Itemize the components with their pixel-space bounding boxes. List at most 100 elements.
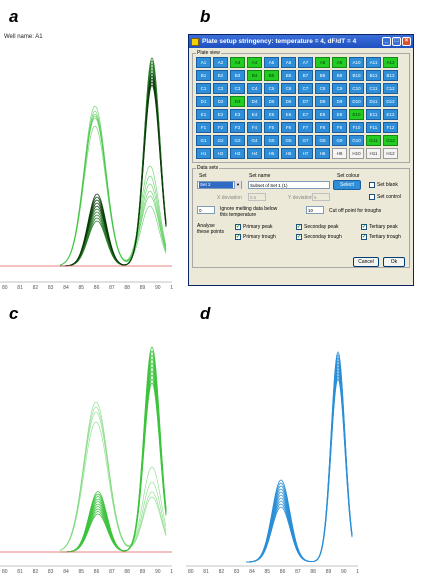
well-A5[interactable]: A5 (264, 57, 279, 68)
well-C7[interactable]: C7 (298, 83, 313, 94)
well-E10[interactable]: E10 (349, 109, 364, 120)
secondary-trough-row[interactable]: ✔ Seconday trough (296, 234, 342, 240)
well-C8[interactable]: C8 (315, 83, 330, 94)
well-F11[interactable]: F11 (366, 122, 381, 133)
well-B5[interactable]: B5 (264, 70, 279, 81)
well-D9[interactable]: D9 (332, 96, 347, 107)
well-E1[interactable]: E1 (196, 109, 211, 120)
well-G3[interactable]: G3 (230, 135, 245, 146)
well-A2[interactable]: A2 (213, 57, 228, 68)
well-C12[interactable]: C12 (383, 83, 398, 94)
well-E6[interactable]: E6 (281, 109, 296, 120)
well-C3[interactable]: C3 (230, 83, 245, 94)
well-C10[interactable]: C10 (349, 83, 364, 94)
well-G11[interactable]: G11 (366, 135, 381, 146)
well-F6[interactable]: F6 (281, 122, 296, 133)
well-D1[interactable]: D1 (196, 96, 211, 107)
chevron-down-icon[interactable]: ▼ (234, 181, 241, 189)
well-E5[interactable]: E5 (264, 109, 279, 120)
primary-trough-row[interactable]: ✔ Primary trough (235, 234, 276, 240)
well-F4[interactable]: F4 (247, 122, 262, 133)
well-D8[interactable]: D8 (315, 96, 330, 107)
well-A11[interactable]: A11 (366, 57, 381, 68)
well-B4[interactable]: B4 (247, 70, 262, 81)
well-B1[interactable]: B1 (196, 70, 211, 81)
maximize-button[interactable]: □ (392, 37, 401, 46)
well-C11[interactable]: C11 (366, 83, 381, 94)
set-blank-row[interactable]: Set blank (369, 182, 398, 188)
well-A4[interactable]: A4 (247, 57, 262, 68)
tertiary-peak-checkbox[interactable]: ✔ (361, 224, 367, 230)
well-C1[interactable]: C1 (196, 83, 211, 94)
well-C5[interactable]: C5 (264, 83, 279, 94)
cutoff-input[interactable]: 10 (306, 206, 324, 214)
well-C2[interactable]: C2 (213, 83, 228, 94)
well-H10[interactable]: H10 (349, 148, 364, 159)
well-E3[interactable]: E3 (230, 109, 245, 120)
well-E12[interactable]: E12 (383, 109, 398, 120)
cancel-button[interactable]: Cancel (353, 257, 379, 267)
primary-trough-checkbox[interactable]: ✔ (235, 234, 241, 240)
set-name-input[interactable]: Subset of Set 1 (1) (248, 181, 330, 189)
well-G4[interactable]: G4 (247, 135, 262, 146)
well-E7[interactable]: E7 (298, 109, 313, 120)
well-D4[interactable]: D4 (247, 96, 262, 107)
well-G10[interactable]: G10 (349, 135, 364, 146)
well-D10[interactable]: D10 (349, 96, 364, 107)
well-D7[interactable]: D7 (298, 96, 313, 107)
well-A6[interactable]: A6 (281, 57, 296, 68)
well-G5[interactable]: G5 (264, 135, 279, 146)
well-F2[interactable]: F2 (213, 122, 228, 133)
well-A10[interactable]: A10 (349, 57, 364, 68)
secondary-peak-row[interactable]: ✔ Seconday peak (296, 224, 338, 230)
well-H11[interactable]: H11 (366, 148, 381, 159)
ignore-temperature-input[interactable]: 0 (197, 206, 215, 214)
well-E8[interactable]: E8 (315, 109, 330, 120)
well-D2[interactable]: D2 (213, 96, 228, 107)
well-D11[interactable]: D11 (366, 96, 381, 107)
well-F8[interactable]: F8 (315, 122, 330, 133)
well-H6[interactable]: H6 (281, 148, 296, 159)
well-D6[interactable]: D6 (281, 96, 296, 107)
well-A3[interactable]: A3 (230, 57, 245, 68)
well-E11[interactable]: E11 (366, 109, 381, 120)
well-C9[interactable]: C9 (332, 83, 347, 94)
primary-peak-checkbox[interactable]: ✔ (235, 224, 241, 230)
well-H3[interactable]: H3 (230, 148, 245, 159)
well-B10[interactable]: B10 (349, 70, 364, 81)
well-A7[interactable]: A7 (298, 57, 313, 68)
well-D3[interactable]: D3 (230, 96, 245, 107)
well-C6[interactable]: C6 (281, 83, 296, 94)
tertiary-trough-checkbox[interactable]: ✔ (361, 234, 367, 240)
well-F7[interactable]: F7 (298, 122, 313, 133)
well-G8[interactable]: G8 (315, 135, 330, 146)
well-F10[interactable]: F10 (349, 122, 364, 133)
well-G6[interactable]: G6 (281, 135, 296, 146)
well-H5[interactable]: H5 (264, 148, 279, 159)
well-E2[interactable]: E2 (213, 109, 228, 120)
well-H4[interactable]: H4 (247, 148, 262, 159)
well-C4[interactable]: C4 (247, 83, 262, 94)
set-blank-checkbox[interactable] (369, 182, 375, 188)
well-F12[interactable]: F12 (383, 122, 398, 133)
x-deviation-input[interactable]: 0.5 (248, 193, 266, 201)
tertiary-peak-row[interactable]: ✔ Tertiary peak (361, 224, 398, 230)
well-B9[interactable]: B9 (332, 70, 347, 81)
secondary-peak-checkbox[interactable]: ✔ (296, 224, 302, 230)
well-F1[interactable]: F1 (196, 122, 211, 133)
well-H2[interactable]: H2 (213, 148, 228, 159)
well-E9[interactable]: E9 (332, 109, 347, 120)
well-B2[interactable]: B2 (213, 70, 228, 81)
well-A12[interactable]: A12 (383, 57, 398, 68)
well-B8[interactable]: B8 (315, 70, 330, 81)
well-E4[interactable]: E4 (247, 109, 262, 120)
y-deviation-input[interactable]: 5 (312, 193, 330, 201)
well-B7[interactable]: B7 (298, 70, 313, 81)
well-G7[interactable]: G7 (298, 135, 313, 146)
well-B3[interactable]: B3 (230, 70, 245, 81)
select-colour-button[interactable]: Select (333, 180, 361, 190)
well-G2[interactable]: G2 (213, 135, 228, 146)
well-G12[interactable]: G12 (383, 135, 398, 146)
well-F3[interactable]: F3 (230, 122, 245, 133)
well-A8[interactable]: A8 (315, 57, 330, 68)
